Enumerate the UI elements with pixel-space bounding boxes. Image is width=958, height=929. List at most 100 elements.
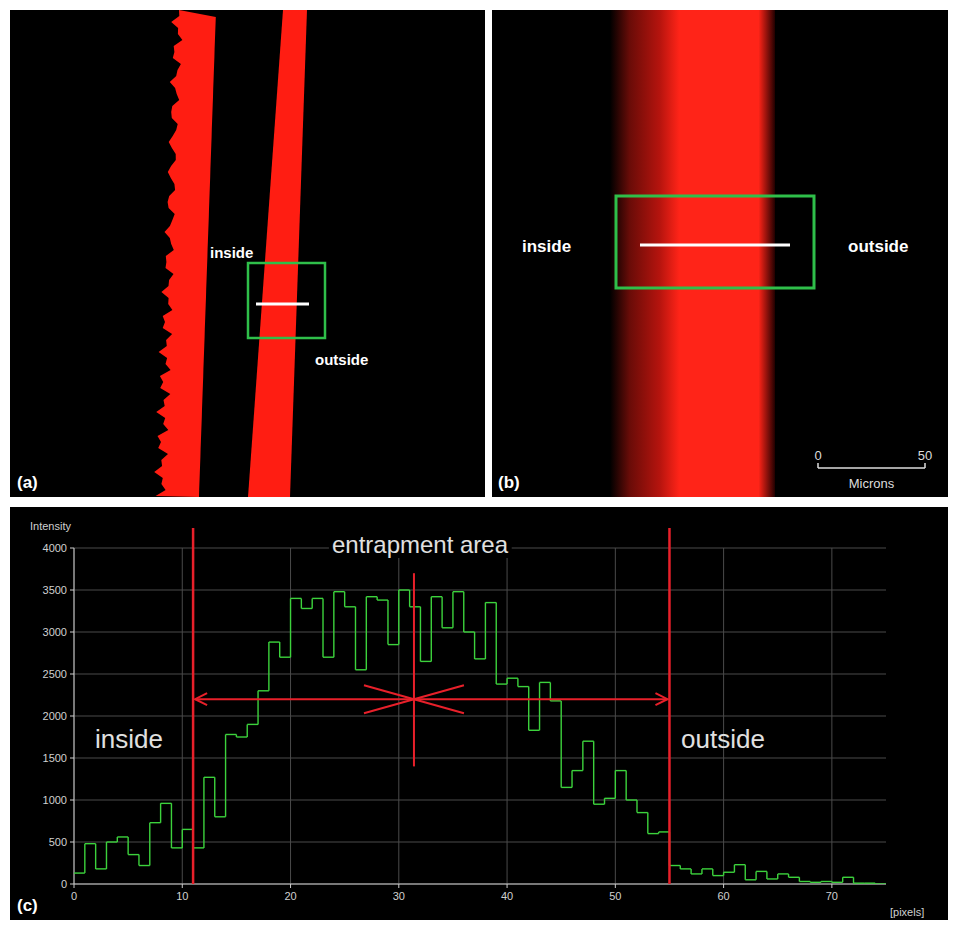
tick-y — [70, 800, 74, 801]
cell-wall-outer — [248, 10, 307, 497]
bin — [702, 868, 713, 869]
tick-y — [70, 548, 74, 549]
roi-box — [616, 196, 814, 288]
bin — [399, 589, 410, 590]
panel-a: insideoutside(a) — [10, 10, 485, 497]
center-line — [413, 573, 415, 766]
tick-label-y: 0 — [61, 878, 67, 890]
step-risers — [85, 590, 875, 884]
tick-label-x: 30 — [393, 890, 405, 902]
bin — [594, 804, 605, 805]
bin — [280, 657, 291, 658]
bin — [312, 598, 323, 599]
tick-label-y: 3000 — [43, 626, 67, 638]
arrow-head — [655, 693, 667, 705]
grid-x — [74, 548, 75, 884]
bin — [778, 873, 789, 874]
panel-c-bg — [10, 507, 948, 920]
tick-x — [398, 884, 399, 888]
tick-label-x: 0 — [71, 890, 77, 902]
grid-y — [74, 758, 886, 759]
bin — [442, 627, 453, 628]
bin — [767, 878, 778, 879]
tick-y — [70, 758, 74, 759]
bin — [366, 596, 377, 597]
grid-y — [74, 632, 886, 633]
bin — [258, 690, 269, 691]
panel-label: (b) — [498, 473, 520, 492]
bin — [182, 829, 193, 830]
axis-x — [74, 884, 886, 885]
boundary-line — [192, 528, 195, 884]
profile-line — [256, 303, 309, 306]
bin — [161, 803, 172, 804]
tick-x — [182, 884, 183, 888]
bin — [864, 882, 875, 883]
grid-y — [74, 800, 886, 801]
bin — [74, 872, 85, 873]
tick-x — [831, 884, 832, 888]
bin — [691, 873, 702, 874]
bin — [810, 882, 821, 883]
bin — [572, 770, 583, 771]
bin — [561, 787, 572, 788]
tick-x — [290, 884, 291, 888]
panel-a-bg — [10, 10, 485, 497]
tick-y — [70, 590, 74, 591]
tick-y — [70, 674, 74, 675]
bin — [171, 847, 182, 848]
bin — [291, 598, 302, 599]
bin — [550, 700, 561, 701]
bin — [583, 741, 594, 742]
bin — [215, 816, 226, 817]
bin — [226, 734, 237, 735]
panel-b: insideoutside(b)050Microns — [492, 10, 948, 497]
bin — [345, 606, 356, 607]
scale-label: 0 — [814, 448, 821, 463]
tick-label-x: 20 — [284, 890, 296, 902]
cell-wall — [610, 10, 775, 497]
page-bg — [0, 0, 958, 929]
scale-tick — [924, 463, 926, 468]
tick-label-x: 60 — [717, 890, 729, 902]
bin — [680, 868, 691, 869]
bin — [117, 836, 128, 837]
bin — [453, 591, 464, 592]
axis-title-y: Intensity — [30, 520, 71, 532]
panel-b-bg — [492, 10, 948, 497]
data-group — [74, 590, 886, 884]
axis-y — [74, 548, 75, 884]
tick-y — [70, 716, 74, 717]
panel-label: (a) — [17, 473, 38, 492]
boundary-line — [668, 528, 671, 884]
bin — [193, 847, 204, 848]
bin — [734, 864, 745, 865]
grid-y — [74, 842, 886, 843]
bin — [756, 871, 767, 872]
bin — [626, 799, 637, 800]
bin — [724, 872, 735, 873]
bin — [377, 599, 388, 600]
scale-label: 50 — [918, 448, 932, 463]
bin — [507, 678, 518, 679]
scale-bar — [818, 467, 925, 469]
panel-c: 0102030405060700500100015002000250030003… — [10, 507, 948, 920]
tick-label-x: 10 — [176, 890, 188, 902]
tick-label-y: 2500 — [43, 668, 67, 680]
span-arrow — [195, 698, 667, 700]
bin — [821, 881, 832, 882]
grid-y — [74, 716, 886, 717]
tick-label-y: 4000 — [43, 542, 67, 554]
bin — [388, 644, 399, 645]
grid-y — [74, 884, 886, 885]
bin — [247, 724, 258, 725]
bin — [713, 875, 724, 876]
bin — [669, 865, 680, 866]
bin — [420, 661, 431, 662]
bin — [431, 596, 442, 597]
tick-label-y: 2000 — [43, 710, 67, 722]
bin — [96, 868, 107, 869]
tick-label-x: 70 — [826, 890, 838, 902]
region-label: outside — [681, 724, 765, 754]
bin — [464, 631, 475, 632]
